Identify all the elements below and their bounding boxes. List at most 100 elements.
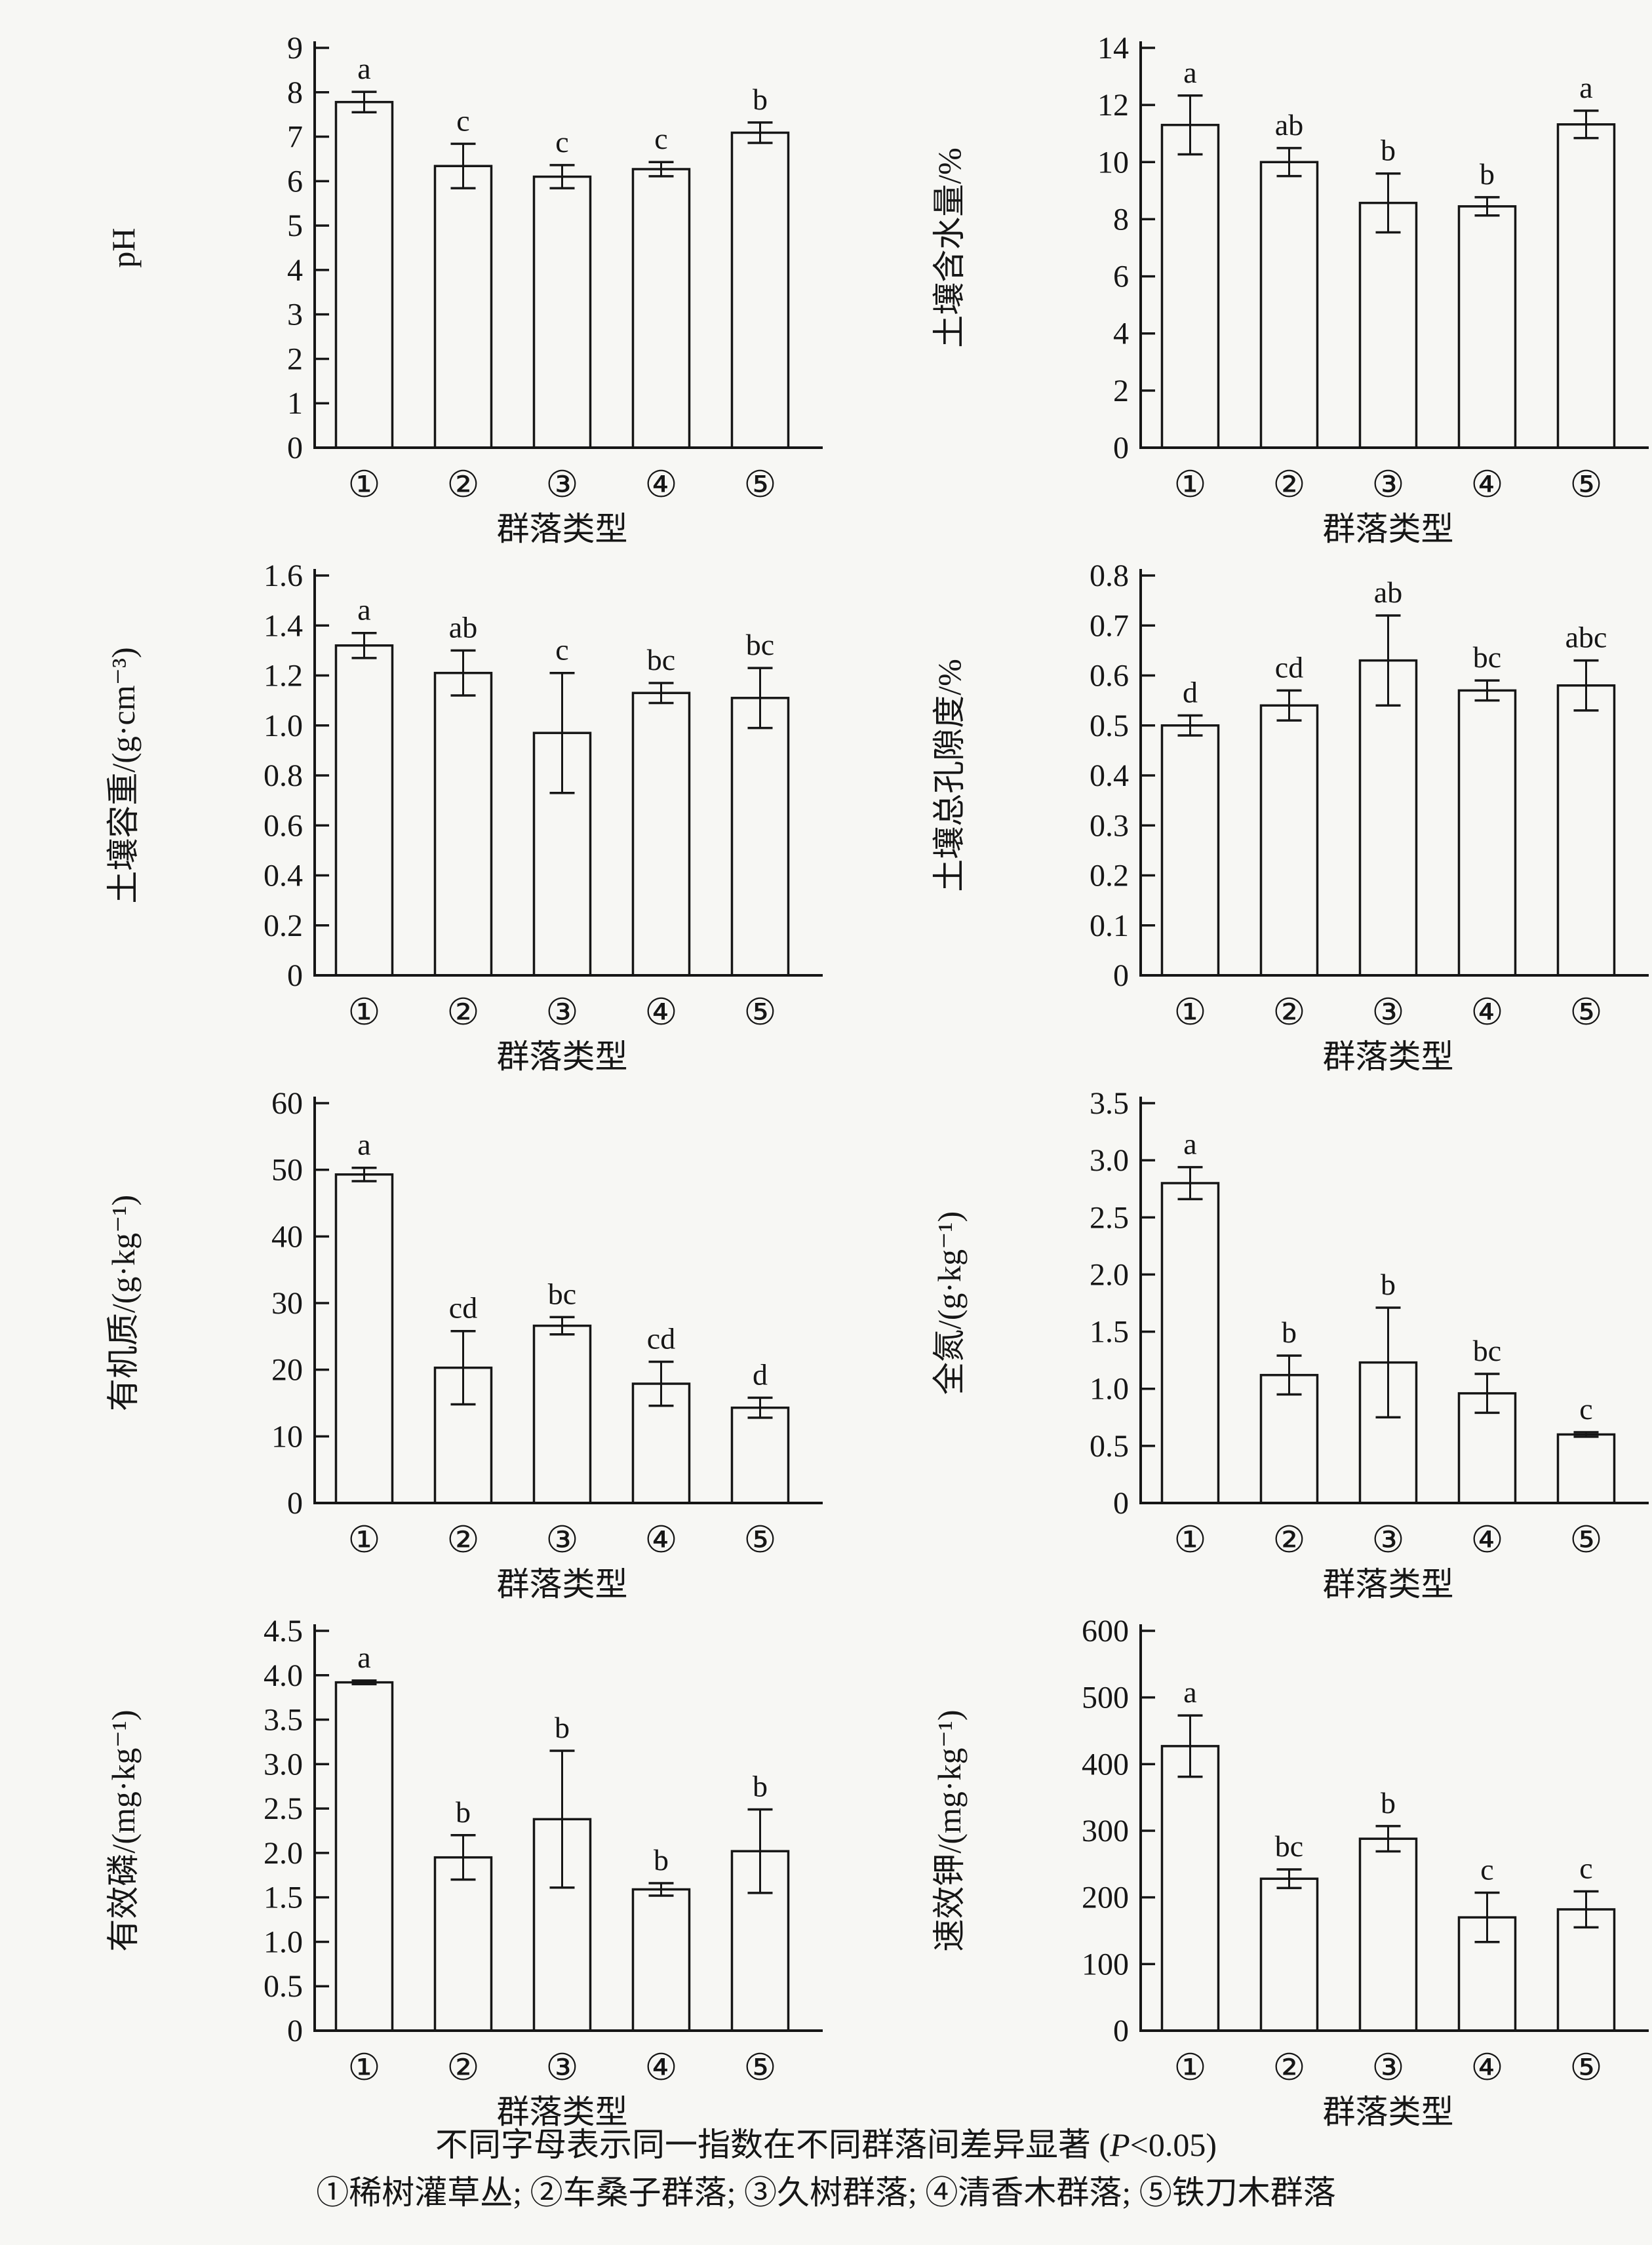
significance-letter: c: [1579, 1852, 1592, 1885]
y-tick-label: 2: [1113, 374, 1129, 408]
y-tick-label: 6: [1113, 260, 1129, 294]
significance-letter: bc: [746, 628, 774, 661]
chart-panel-organic-matter: 0 10 20 30 40 50 60 有机质/(g·kg⁻¹) a ① cd ② bc ③ cd ④ d ⑤ 群落…: [26, 1074, 823, 1601]
x-axis-title: 群落类型: [1323, 1038, 1454, 1074]
significance-letter: b: [1282, 1316, 1297, 1349]
y-tick-label: 0: [287, 1486, 303, 1521]
significance-letter: bc: [548, 1277, 576, 1310]
significance-letter: b: [753, 1769, 768, 1803]
bar: [1556, 684, 1616, 977]
y-tick-label: 2.0: [264, 1836, 303, 1871]
significance-letter: b: [1381, 1786, 1396, 1820]
bar: [433, 1856, 493, 2032]
bar: [730, 1406, 790, 1504]
y-tick-label: 0.8: [264, 758, 303, 793]
y-tick-label: 1.4: [264, 608, 303, 643]
y-axis-title: 全氮/(g·kg⁻¹): [931, 1211, 968, 1395]
category-label: ⑤: [743, 992, 776, 1033]
y-tick-label: 600: [1082, 1614, 1129, 1649]
category-label: ②: [1272, 2048, 1305, 2088]
chart-panel-ph: 0 1 2 3 4 5 6 7 8 9 pH a ① c ② c ③ c ④ b ⑤ 群落类型: [26, 18, 823, 546]
bar: [1556, 123, 1616, 449]
category-label: ②: [446, 2048, 479, 2088]
y-tick-label: 30: [271, 1286, 303, 1321]
category-label: ③: [545, 465, 578, 505]
y-tick-label: 200: [1082, 1881, 1129, 1915]
category-label: ③: [1371, 992, 1404, 1033]
significance-letter: b: [1381, 1268, 1396, 1301]
significance-letter: ab: [1374, 576, 1402, 609]
category-label: ④: [644, 465, 677, 505]
category-label: ③: [545, 2048, 578, 2088]
category-label: ④: [1470, 2048, 1503, 2088]
significance-letter: a: [1579, 71, 1592, 104]
chart-available-potassium: 0 100 200 300 400 500 600 速效钾/(mg·kg⁻¹) a ① bc ② b ③ c…: [931, 1614, 1649, 2129]
category-label: ④: [644, 2048, 677, 2088]
bar: [1259, 161, 1319, 449]
y-tick-label: 0.7: [1090, 608, 1129, 643]
significance-letter: ab: [449, 610, 477, 644]
category-label: ②: [1272, 1520, 1305, 1561]
significance-letter: a: [1183, 1675, 1196, 1709]
significance-letter: c: [456, 104, 469, 137]
chart-panel-bulk-density: 0 0.2 0.4 0.6 0.8 1.0 1.2 1.4 1.6 土壤容重/(g·cm⁻³) a ①…: [26, 546, 823, 1074]
category-label: ①: [1173, 992, 1206, 1033]
chart-organic-matter: 0 10 20 30 40 50 60 有机质/(g·kg⁻¹) a ① cd ② bc ③ cd ④ d ⑤ 群落…: [105, 1086, 823, 1601]
chart-panel-soil-water-content: 0 2 4 6 8 10 12 14 土壤含水量/% a ① ab ② b ③ b ④ a ⑤ 群落类型: [852, 18, 1649, 546]
category-label: ③: [1371, 465, 1404, 505]
y-tick-label: 10: [1097, 145, 1129, 180]
category-label: ⑤: [1569, 2048, 1602, 2088]
y-tick-label: 3: [287, 298, 303, 332]
significance-letter: bc: [1473, 1334, 1501, 1367]
y-tick-label: 3.0: [1090, 1143, 1129, 1178]
chart-available-phosphorus: 0 0.5 1.0 1.5 2.0 2.5 3.0 3.5 4.0 4.5 有效磷/(mg·kg⁻¹…: [105, 1614, 823, 2129]
y-tick-label: 8: [287, 75, 303, 110]
category-label: ①: [347, 2048, 380, 2088]
category-label: ②: [446, 1520, 479, 1561]
y-tick-label: 1.0: [1090, 1372, 1129, 1407]
category-label: ⑤: [1569, 992, 1602, 1033]
chart-panel-total-porosity: 0 0.1 0.2 0.3 0.4 0.5 0.6 0.7 0.8 土壤总孔隙度/% d ① cd ② ab…: [852, 546, 1649, 1074]
y-tick-label: 4.5: [264, 1614, 303, 1649]
significance-letter: b: [456, 1795, 471, 1829]
footnote-significance-pre: 不同字母表示同一指数在不同群落间差异显著 (: [435, 2126, 1111, 2163]
chart-soil-water-content: 0 2 4 6 8 10 12 14 土壤含水量/% a ① ab ② b ③ b ④ a ⑤ 群落类型: [931, 31, 1649, 546]
bar: [1259, 704, 1319, 977]
y-tick-label: 0: [1113, 2014, 1129, 2048]
x-axis-title: 群落类型: [497, 1038, 628, 1074]
y-tick-label: 50: [271, 1153, 303, 1188]
category-label: ②: [1272, 992, 1305, 1033]
y-tick-label: 300: [1082, 1814, 1129, 1848]
significance-letter: a: [357, 1641, 370, 1674]
significance-letter: b: [555, 1711, 570, 1744]
category-label: ③: [545, 1520, 578, 1561]
y-axis-title: 有机质/(g·kg⁻¹): [105, 1195, 142, 1411]
category-label: ①: [1173, 2048, 1206, 2088]
footnote-significance: 不同字母表示同一指数在不同群落间差异显著 (P<0.05): [0, 2121, 1652, 2169]
significance-letter: bc: [1275, 1829, 1303, 1863]
y-tick-label: 0: [1113, 431, 1129, 465]
y-axis-title: 速效钾/(mg·kg⁻¹): [931, 1709, 968, 1951]
y-tick-label: 0: [287, 2014, 303, 2048]
category-label: ②: [1272, 465, 1305, 505]
y-tick-label: 1.0: [264, 1924, 303, 1959]
x-axis-title: 群落类型: [1323, 1566, 1454, 1601]
bar: [433, 165, 493, 449]
y-tick-label: 0.8: [1090, 558, 1129, 593]
significance-letter: cd: [1275, 650, 1303, 684]
significance-letter: a: [357, 52, 370, 85]
category-label: ①: [347, 465, 380, 505]
y-tick-label: 20: [271, 1353, 303, 1388]
bar: [730, 697, 790, 977]
y-tick-label: 2.5: [264, 1791, 303, 1826]
bar: [532, 1324, 592, 1504]
bar: [1457, 689, 1517, 977]
significance-letter: cd: [647, 1321, 675, 1355]
y-tick-label: 100: [1082, 1947, 1129, 1981]
y-tick-label: 5: [287, 208, 303, 243]
significance-letter: b: [1381, 134, 1396, 167]
y-tick-label: 2.5: [1090, 1200, 1129, 1235]
y-tick-label: 0: [287, 431, 303, 465]
bar: [334, 100, 394, 449]
significance-letter: bc: [647, 643, 675, 676]
